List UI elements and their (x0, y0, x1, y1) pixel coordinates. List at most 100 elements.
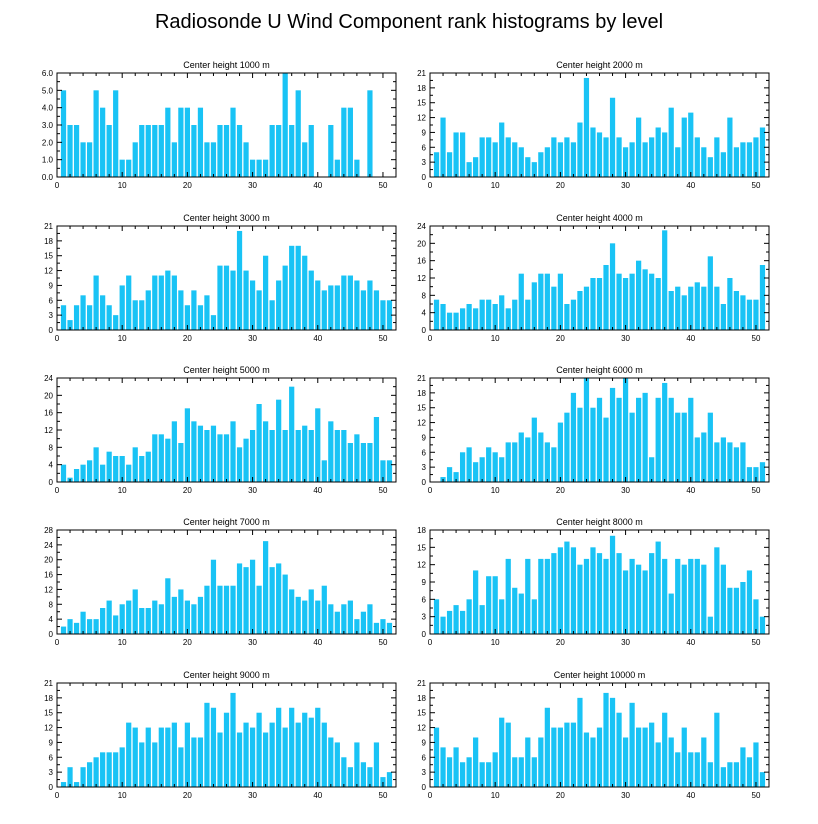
histogram-bar (139, 742, 145, 787)
histogram-bar (197, 425, 204, 482)
histogram-bar (347, 600, 353, 634)
histogram-bar (236, 125, 243, 177)
histogram-bar (629, 412, 635, 482)
x-tick-label: 10 (118, 181, 127, 190)
histogram-bar (256, 712, 262, 787)
histogram-bar (518, 757, 524, 787)
histogram-bar (249, 559, 256, 634)
y-tick-label: 12 (44, 267, 53, 276)
y-tick-label: 3 (422, 613, 427, 622)
histogram-bar (733, 762, 740, 787)
histogram-bar (479, 605, 485, 634)
histogram-bar (132, 300, 138, 330)
histogram-bar (486, 576, 492, 634)
histogram-bar (308, 717, 314, 787)
histogram-bar (596, 278, 603, 330)
histogram-bar (93, 447, 99, 482)
y-tick-label: 6 (49, 753, 54, 762)
histogram-bar (459, 132, 466, 177)
histogram-bar (360, 290, 367, 330)
histogram-bar (544, 558, 550, 634)
x-tick-label: 50 (752, 486, 761, 495)
histogram-bar (256, 404, 262, 482)
histogram-panel: Center height 1000 m 0 10 20 30 40 50 0.0 1.0 2.0… (42, 60, 397, 190)
histogram-bar (727, 117, 733, 177)
histogram-bar (551, 286, 557, 330)
histogram-bar (269, 567, 275, 634)
panel-title: Center height 3000 m (183, 213, 270, 223)
x-tick-label: 50 (379, 486, 388, 495)
histogram-bar (512, 442, 518, 482)
histogram-bar (178, 747, 184, 787)
histogram-bar (243, 142, 249, 177)
x-tick-label: 30 (621, 334, 630, 343)
histogram-bar (276, 125, 282, 177)
x-tick-label: 20 (183, 334, 192, 343)
histogram-bar (210, 707, 217, 787)
y-tick-label: 0 (49, 326, 54, 335)
histogram-bar (328, 125, 334, 177)
histogram-bar (152, 125, 158, 177)
histogram-bar (499, 457, 505, 482)
histogram-bar (557, 273, 563, 330)
histogram-bar (315, 707, 321, 787)
histogram-bar (126, 464, 132, 482)
histogram-bar (557, 422, 563, 482)
y-tick-label: 18 (417, 389, 426, 398)
histogram-bar (720, 767, 726, 787)
histogram-bar (446, 467, 453, 482)
histogram-bar (583, 558, 590, 634)
histogram-bar (694, 137, 700, 177)
histogram-bar (518, 593, 524, 634)
histogram-bar (649, 457, 655, 482)
histogram-bar (86, 460, 93, 482)
histogram-bar (473, 157, 479, 177)
histogram-bar (184, 600, 190, 634)
histogram-bar (564, 137, 570, 177)
histogram-bar (106, 600, 112, 634)
histogram-bar (453, 605, 459, 634)
histogram-bar (492, 304, 498, 330)
histogram-bar (334, 430, 340, 482)
x-tick-label: 0 (428, 638, 433, 647)
histogram-bar (165, 727, 171, 787)
y-tick-label: 3 (49, 768, 54, 777)
y-tick-label: 6 (49, 296, 54, 305)
histogram-bar (230, 585, 236, 634)
histogram-bar (73, 622, 80, 634)
histogram-bar (518, 147, 524, 177)
histogram-bar (433, 299, 440, 330)
histogram-bar (204, 702, 210, 787)
histogram-bar (223, 712, 230, 787)
histogram-bar (551, 727, 557, 787)
histogram-bar (100, 464, 106, 482)
histogram-bar (276, 563, 282, 634)
histogram-bar (759, 265, 766, 330)
histogram-bar (759, 616, 766, 634)
histogram-bar (113, 615, 119, 634)
y-tick-label: 0 (422, 478, 427, 487)
histogram-bar (145, 608, 151, 634)
histogram-bar (662, 230, 668, 330)
histogram-bar (688, 286, 694, 330)
histogram-bar (100, 752, 106, 787)
histogram-bar (380, 300, 386, 330)
y-tick-label: 9 (49, 738, 54, 747)
histogram-bar (334, 742, 340, 787)
histogram-bar (603, 558, 609, 634)
histogram-bar (622, 278, 629, 330)
histogram-bar (590, 547, 596, 634)
histogram-panel: Center height 5000 m 0 10 20 30 40 50 0 4 8 12 16 20… (44, 365, 397, 495)
histogram-bar (453, 312, 459, 330)
histogram-bar (492, 452, 498, 482)
histogram-bar (145, 727, 151, 787)
x-tick-label: 0 (428, 791, 433, 800)
histogram-bar (73, 305, 80, 330)
histogram-bar (230, 692, 236, 787)
histogram-bar (289, 589, 295, 634)
histogram-bar (321, 722, 327, 787)
histogram-bar (100, 608, 106, 634)
histogram-bar (282, 430, 288, 482)
y-tick-label: 21 (44, 679, 53, 688)
histogram-bar (367, 767, 373, 787)
